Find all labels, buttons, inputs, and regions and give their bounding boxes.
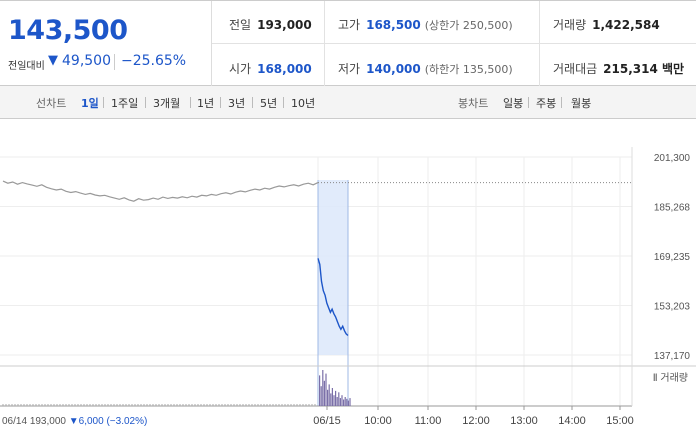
y-tick-label: 201,300 (654, 153, 691, 164)
down-arrow-icon: ▼ (48, 53, 58, 68)
tab-divider (252, 97, 253, 108)
trade-amount: 거래대금 215,314 백만 (553, 60, 684, 77)
prev-day-summary: 06/14 193,000 ▼6,000 (−3.02%) (2, 416, 147, 427)
amount-label: 거래대금 (553, 62, 598, 76)
volume-bar (322, 370, 324, 406)
tab-divider (561, 97, 562, 108)
volume-bar (330, 393, 332, 406)
open-value: 168,000 (257, 62, 312, 76)
x-tick-label: 12:00 (462, 415, 490, 427)
summary-part: 06/14 (2, 416, 30, 427)
high-label: 고가 (338, 18, 361, 32)
volume-bar (323, 380, 325, 406)
prev-close-value: 193,000 (257, 18, 312, 32)
x-tick-label: 14:00 (558, 415, 586, 427)
current-price: 143,500 (8, 15, 128, 46)
open-price: 시가 168,000 (229, 60, 312, 77)
change-label: 전일대비 (8, 61, 45, 72)
high-price: 고가 168,500 (상한가 250,500) (338, 16, 513, 33)
x-tick-label: 06/15 (313, 415, 341, 427)
prev-close-label: 전일 (229, 18, 252, 32)
tab-divider (528, 97, 529, 108)
y-tick-label: 137,170 (654, 351, 691, 362)
summary-part: 6,000 (79, 416, 107, 427)
tab-divider (103, 97, 104, 108)
quote-summary: 143,500 전일대비 ▼ 49,500 −25.65% 전일 193,000 … (0, 0, 696, 86)
lower-limit: (하한가 135,500) (424, 63, 513, 76)
x-tick-label: 11:00 (415, 415, 442, 427)
low-value: 140,000 (366, 62, 421, 76)
low-price: 저가 140,000 (하한가 135,500) (338, 60, 513, 77)
low-label: 저가 (338, 62, 361, 76)
summary-part: ▼ (69, 416, 79, 427)
volume-bar (349, 398, 351, 406)
upper-limit: (상한가 250,500) (424, 19, 513, 32)
y-tick-label: 169,235 (654, 252, 691, 263)
tab-1year[interactable]: 1년 (197, 97, 215, 110)
volume-bar (320, 386, 322, 406)
x-tick-label: 15:00 (606, 415, 634, 427)
change-percent: −25.65% (121, 53, 187, 69)
y-tick-label: 153,203 (654, 302, 691, 313)
volume-bar (335, 390, 337, 406)
row-divider (212, 43, 696, 44)
tab-5year[interactable]: 5년 (260, 97, 278, 110)
tab-1week[interactable]: 1주일 (111, 97, 139, 110)
x-tick-label: 13:00 (510, 415, 538, 427)
volume-bar (327, 389, 329, 406)
volume-bar (319, 375, 321, 406)
volume-bar (325, 373, 327, 406)
prev-close: 전일 193,000 (229, 16, 312, 33)
volume-bar (333, 395, 335, 406)
tab-divider (220, 97, 221, 108)
tab-3month[interactable]: 3개월 (153, 97, 181, 110)
change-value: 49,500 (62, 53, 111, 69)
volume-bar (328, 384, 330, 406)
tab-10year[interactable]: 10년 (291, 97, 316, 110)
price-box: 143,500 전일대비 ▼ 49,500 −25.65% (0, 1, 212, 86)
volume-bar (347, 400, 349, 406)
today-price-line (317, 258, 349, 337)
volume-value: 1,422,584 (592, 18, 660, 32)
tab-daily-candle[interactable]: 일봉 (503, 97, 524, 110)
tab-divider (190, 97, 191, 108)
change-divider (114, 54, 115, 70)
volume-bar (339, 398, 341, 406)
y-tick-label: 185,268 (654, 203, 691, 214)
volume-bar (341, 395, 343, 406)
prev-day-line (2, 180, 319, 202)
volume: 거래량 1,422,584 (553, 16, 660, 33)
tab-3year[interactable]: 3년 (228, 97, 246, 110)
volume-bar (331, 388, 333, 406)
volume-bar (344, 397, 346, 406)
volume-bar (343, 399, 345, 406)
chart-period-tabs: 선차트 1일 1주일 3개월 1년 3년 5년 10년 봉차트 일봉 주봉 월봉 (0, 86, 696, 119)
tab-1day[interactable]: 1일 (81, 97, 99, 110)
high-value: 168,500 (366, 18, 421, 32)
volume-label: 거래량 (553, 18, 587, 32)
tab-monthly-candle[interactable]: 월봉 (571, 97, 592, 110)
tab-weekly-candle[interactable]: 주봉 (536, 97, 557, 110)
candle-chart-label: 봉차트 (458, 97, 489, 110)
summary-part: 193,000 (30, 416, 69, 427)
volume-bar (346, 398, 348, 406)
tab-divider (145, 97, 146, 108)
open-label: 시가 (229, 62, 252, 76)
tab-divider (283, 97, 284, 108)
amount-value: 215,314 백만 (603, 62, 685, 76)
line-chart-label: 선차트 (36, 97, 67, 110)
summary-part: (−3.02%) (106, 416, 147, 427)
volume-bar (338, 392, 340, 406)
volume-label: Ⅱ 거래량 (653, 372, 688, 384)
volume-bar (336, 397, 338, 406)
x-tick-label: 10:00 (364, 415, 392, 427)
